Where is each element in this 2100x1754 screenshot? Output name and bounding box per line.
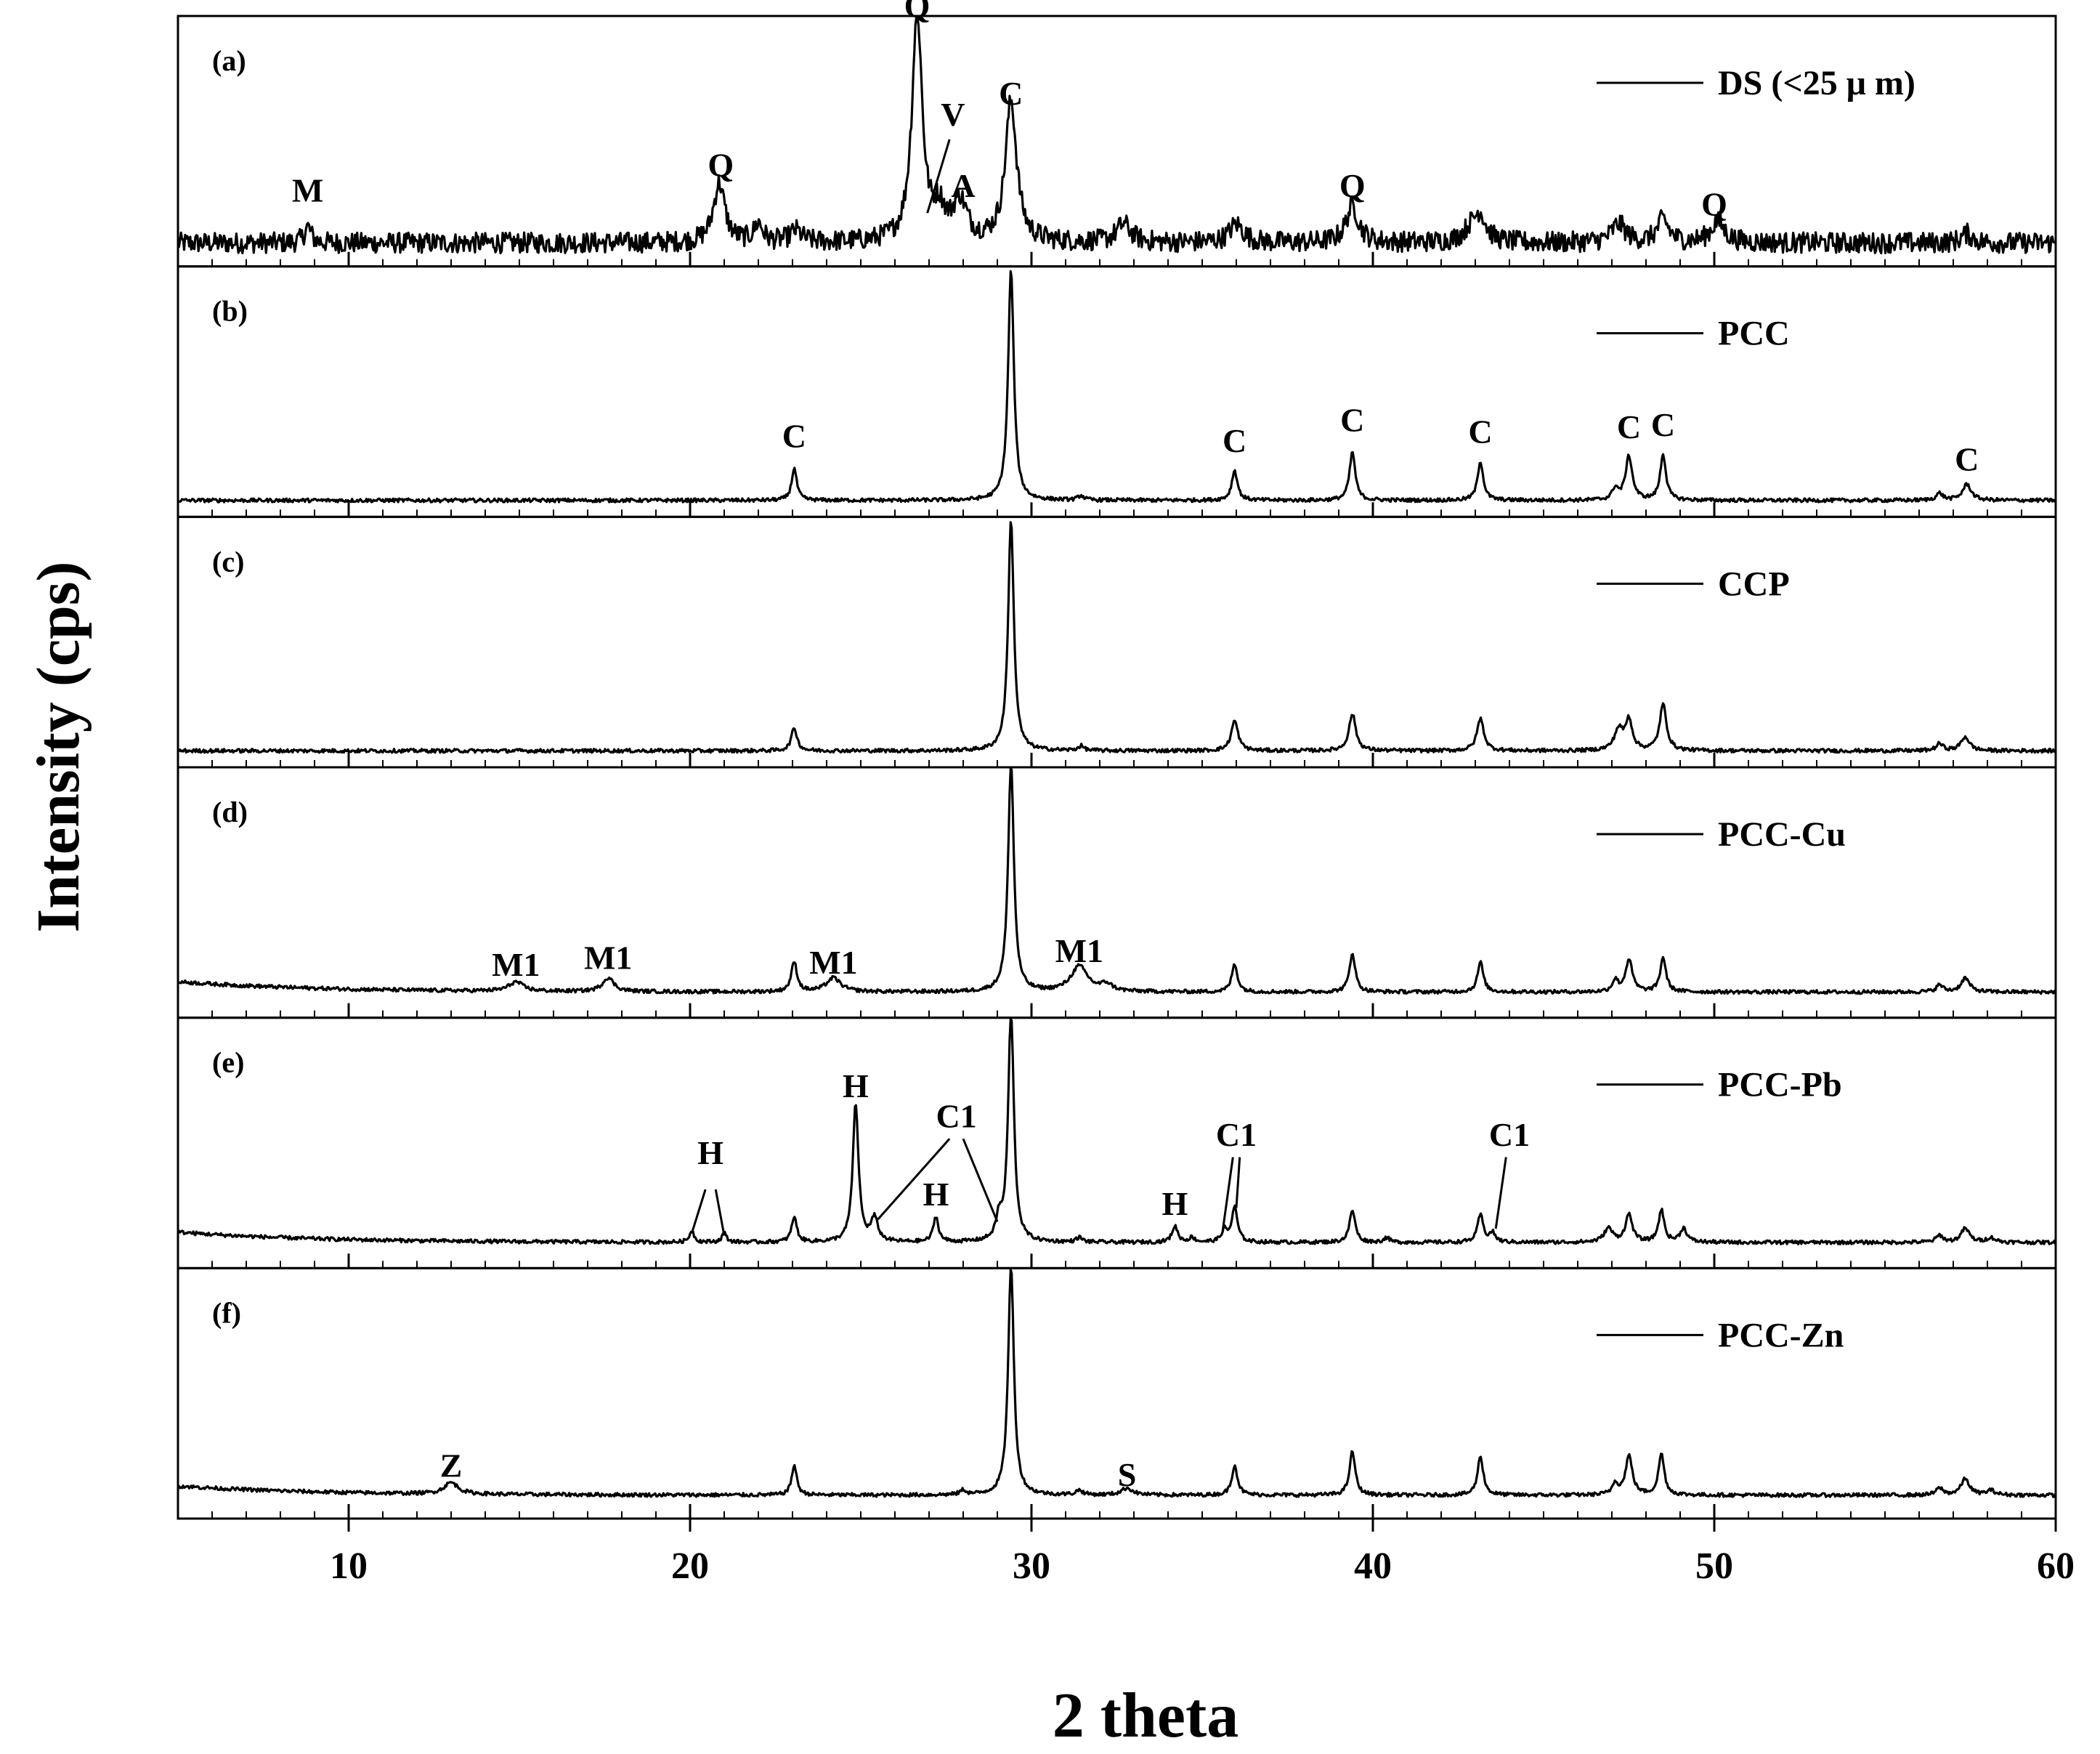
peak-label: H	[697, 1134, 723, 1171]
peak-label: S	[1118, 1456, 1137, 1493]
x-axis-title: 2 theta	[1053, 1681, 1239, 1751]
peak-label: Q	[708, 147, 734, 184]
y-axis-title: Intensity (cps)	[25, 561, 92, 932]
peak-label: C	[1617, 408, 1641, 445]
panel-letter: (a)	[212, 44, 246, 77]
legend-label: PCC-Pb	[1718, 1066, 1842, 1104]
peak-label: C	[1468, 413, 1492, 450]
panel-letter: (d)	[212, 796, 248, 828]
peak-label: C	[782, 418, 806, 455]
panel-3: (c) CCP	[177, 515, 2057, 769]
panel-frame	[177, 1017, 2057, 1269]
panel-letter: (c)	[212, 545, 244, 578]
panel-6: (f) PCC-Zn Z S	[177, 1266, 2057, 1520]
peak-label: Q	[1701, 185, 1727, 222]
peak-label: C	[1955, 440, 1979, 477]
x-axis: 10 20 30 40 50 60	[330, 1519, 2075, 1587]
panel-letter: (f)	[212, 1296, 241, 1329]
peak-label: M1	[809, 944, 857, 981]
x-tick-label: 60	[2037, 1545, 2075, 1587]
panel-1: (a) DS (<25 μ m) M Q Q VA C Q Q	[177, 0, 2057, 268]
legend-label: PCC-Zn	[1718, 1316, 1844, 1354]
series-line-1	[177, 16, 2056, 254]
panel-5: (e) PCC-Pb H H C1 H H C1 C1	[177, 1017, 2057, 1269]
panel-4: (d) PCC-Cu M1 M1 M1 M1	[177, 766, 2057, 1019]
x-tick-label: 10	[330, 1545, 368, 1587]
peak-label: C	[999, 75, 1023, 112]
x-tick-label: 20	[671, 1545, 709, 1587]
legend-label: DS (<25 μ m)	[1718, 64, 1915, 102]
panel-frame	[177, 1266, 2057, 1520]
peak-label: M	[292, 171, 323, 209]
panel-frame	[177, 515, 2057, 769]
x-tick-label: 40	[1354, 1545, 1392, 1587]
peak-label: V	[941, 96, 965, 133]
peak-label: C	[1651, 406, 1675, 443]
series-line-5	[177, 1018, 2057, 1245]
peak-label: A	[951, 167, 975, 204]
peak-leader-line	[714, 1189, 726, 1236]
peak-leader-line	[926, 139, 951, 214]
peak-label: C1	[1489, 1116, 1530, 1153]
peak-label: M1	[584, 939, 632, 977]
legend-label: CCP	[1718, 565, 1790, 603]
x-tick-label: 30	[1013, 1545, 1050, 1587]
peak-label: H	[923, 1176, 949, 1213]
peak-label: H	[843, 1067, 869, 1104]
series-line-4	[177, 767, 2056, 995]
series-line-2	[177, 270, 2056, 504]
peak-leader-line	[1494, 1157, 1507, 1229]
legend-label: PCC	[1718, 315, 1790, 353]
peak-label: C1	[936, 1097, 976, 1134]
peak-label: Q	[904, 0, 931, 25]
panel-letter: (e)	[212, 1046, 244, 1079]
peak-leader-line	[1235, 1157, 1241, 1208]
peak-label: H	[1162, 1185, 1188, 1222]
peak-label: C	[1223, 422, 1246, 459]
peak-label: Z	[440, 1447, 463, 1484]
peak-leader-line	[962, 1138, 999, 1222]
peak-leader-line	[1221, 1157, 1234, 1232]
peak-label: M1	[492, 946, 540, 983]
peak-label: C1	[1216, 1116, 1257, 1153]
x-tick-label: 50	[1695, 1545, 1733, 1587]
panel-frame	[177, 766, 2057, 1019]
peak-label: M1	[1055, 932, 1103, 969]
legend-label: PCC-Cu	[1718, 815, 1846, 854]
panel-letter: (b)	[212, 295, 248, 328]
peak-label: C	[1340, 402, 1364, 439]
peak-leader-line	[690, 1189, 707, 1234]
peak-leader-line	[877, 1138, 951, 1221]
series-line-3	[177, 521, 2056, 754]
panel-frame	[177, 265, 2057, 518]
series-line-6	[177, 1268, 2057, 1498]
peak-label: Q	[1339, 167, 1366, 204]
